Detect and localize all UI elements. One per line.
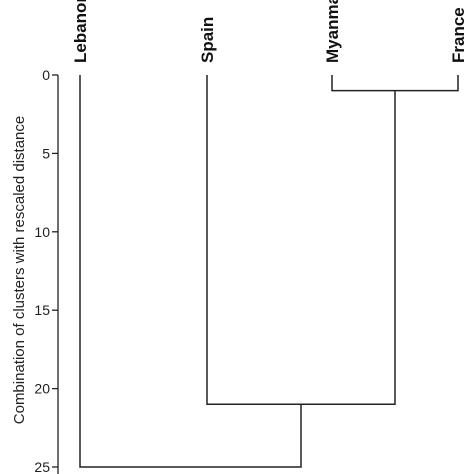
y-tick-label: 5 [42, 145, 50, 161]
y-tick-label: 0 [42, 67, 50, 83]
y-axis-ticks: 0 5 10 15 20 25 [34, 67, 58, 474]
leaf-label: Myanmar [323, 0, 342, 63]
dendrogram-links [79, 75, 459, 468]
y-tick-label: 25 [34, 459, 50, 474]
y-tick-label: 10 [34, 224, 50, 240]
y-tick-label: 15 [34, 302, 50, 318]
leaf-label: France [449, 7, 468, 63]
y-axis-title: Combination of clusters with rescaled di… [11, 116, 28, 424]
merge-link-2 [206, 75, 396, 406]
y-tick-label: 20 [34, 381, 50, 397]
leaf-label: Spain [198, 17, 217, 63]
merge-link-3 [79, 75, 302, 468]
leaf-labels: Lebanon Spain Myanmar France [71, 0, 468, 63]
merge-link-1 [331, 75, 459, 92]
leaf-label: Lebanon [71, 0, 90, 63]
